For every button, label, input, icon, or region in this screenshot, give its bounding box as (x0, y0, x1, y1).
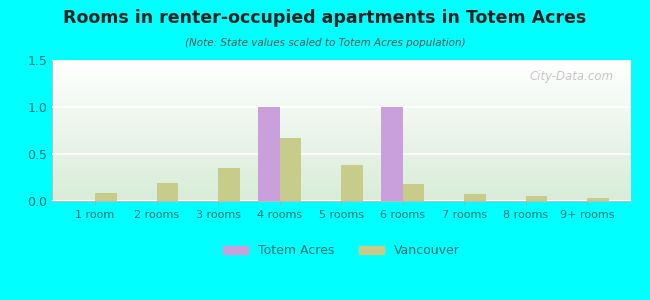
Text: (Note: State values scaled to Totem Acres population): (Note: State values scaled to Totem Acre… (185, 38, 465, 47)
Legend: Totem Acres, Vancouver: Totem Acres, Vancouver (218, 239, 465, 262)
Bar (403, 184, 424, 201)
Text: City-Data.com: City-Data.com (529, 70, 613, 83)
Bar (526, 196, 547, 201)
Bar (258, 107, 280, 201)
Bar (218, 168, 240, 201)
Bar (157, 183, 178, 201)
Text: Rooms in renter-occupied apartments in Totem Acres: Rooms in renter-occupied apartments in T… (64, 9, 586, 27)
Bar (280, 138, 301, 201)
Bar (464, 194, 486, 201)
Bar (95, 194, 116, 201)
Bar (382, 107, 403, 201)
Bar (588, 198, 609, 201)
Bar (341, 165, 363, 201)
